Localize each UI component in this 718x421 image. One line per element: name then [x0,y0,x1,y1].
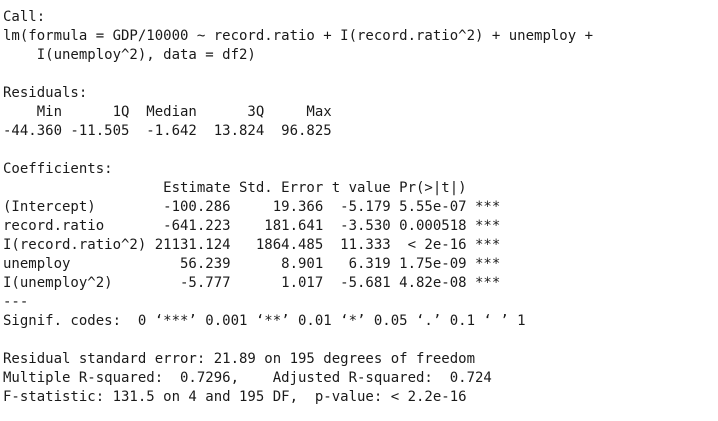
f-statistic-line: F-statistic: 131.5 on 4 and 195 DF, p-va… [3,389,467,405]
coefficient-row-record-ratio: record.ratio -641.223 181.641 -3.530 0.0… [3,218,501,234]
coefficient-row-unemploy: unemploy 56.239 8.901 6.319 1.75e-09 *** [3,256,501,272]
call-header: Call: [3,9,46,25]
coefficient-row-unemploy-squared: I(unemploy^2) -5.777 1.017 -5.681 4.82e-… [3,275,501,291]
residuals-header: Residuals: [3,85,88,101]
r-squared-line: Multiple R-squared: 0.7296, Adjusted R-s… [3,370,501,386]
call-formula-continuation: I(unemploy^2), data = df2) [3,47,256,63]
blank-line [3,331,718,350]
call-formula-line: lm(formula = GDP/10000 ~ record.ratio + … [3,28,594,44]
coefficients-header: Coefficients: [3,161,113,177]
signif-codes-legend: Signif. codes: 0 ‘***’ 0.001 ‘**’ 0.01 ‘… [3,313,526,329]
residuals-values: -44.360 -11.505 -1.642 13.824 96.825 [3,123,341,139]
blank-line [3,141,718,160]
coefficient-row-intercept: (Intercept) -100.286 19.366 -5.179 5.55e… [3,199,501,215]
coefficients-column-headers: Estimate Std. Error t value Pr(>|t|) [3,180,501,196]
separator-line: --- [3,294,29,310]
residual-standard-error: Residual standard error: 21.89 on 195 de… [3,351,476,367]
residuals-column-headers: Min 1Q Median 3Q Max [3,104,341,120]
blank-line [3,65,718,84]
coefficient-row-record-ratio-squared: I(record.ratio^2) 21131.124 1864.485 11.… [3,237,501,253]
